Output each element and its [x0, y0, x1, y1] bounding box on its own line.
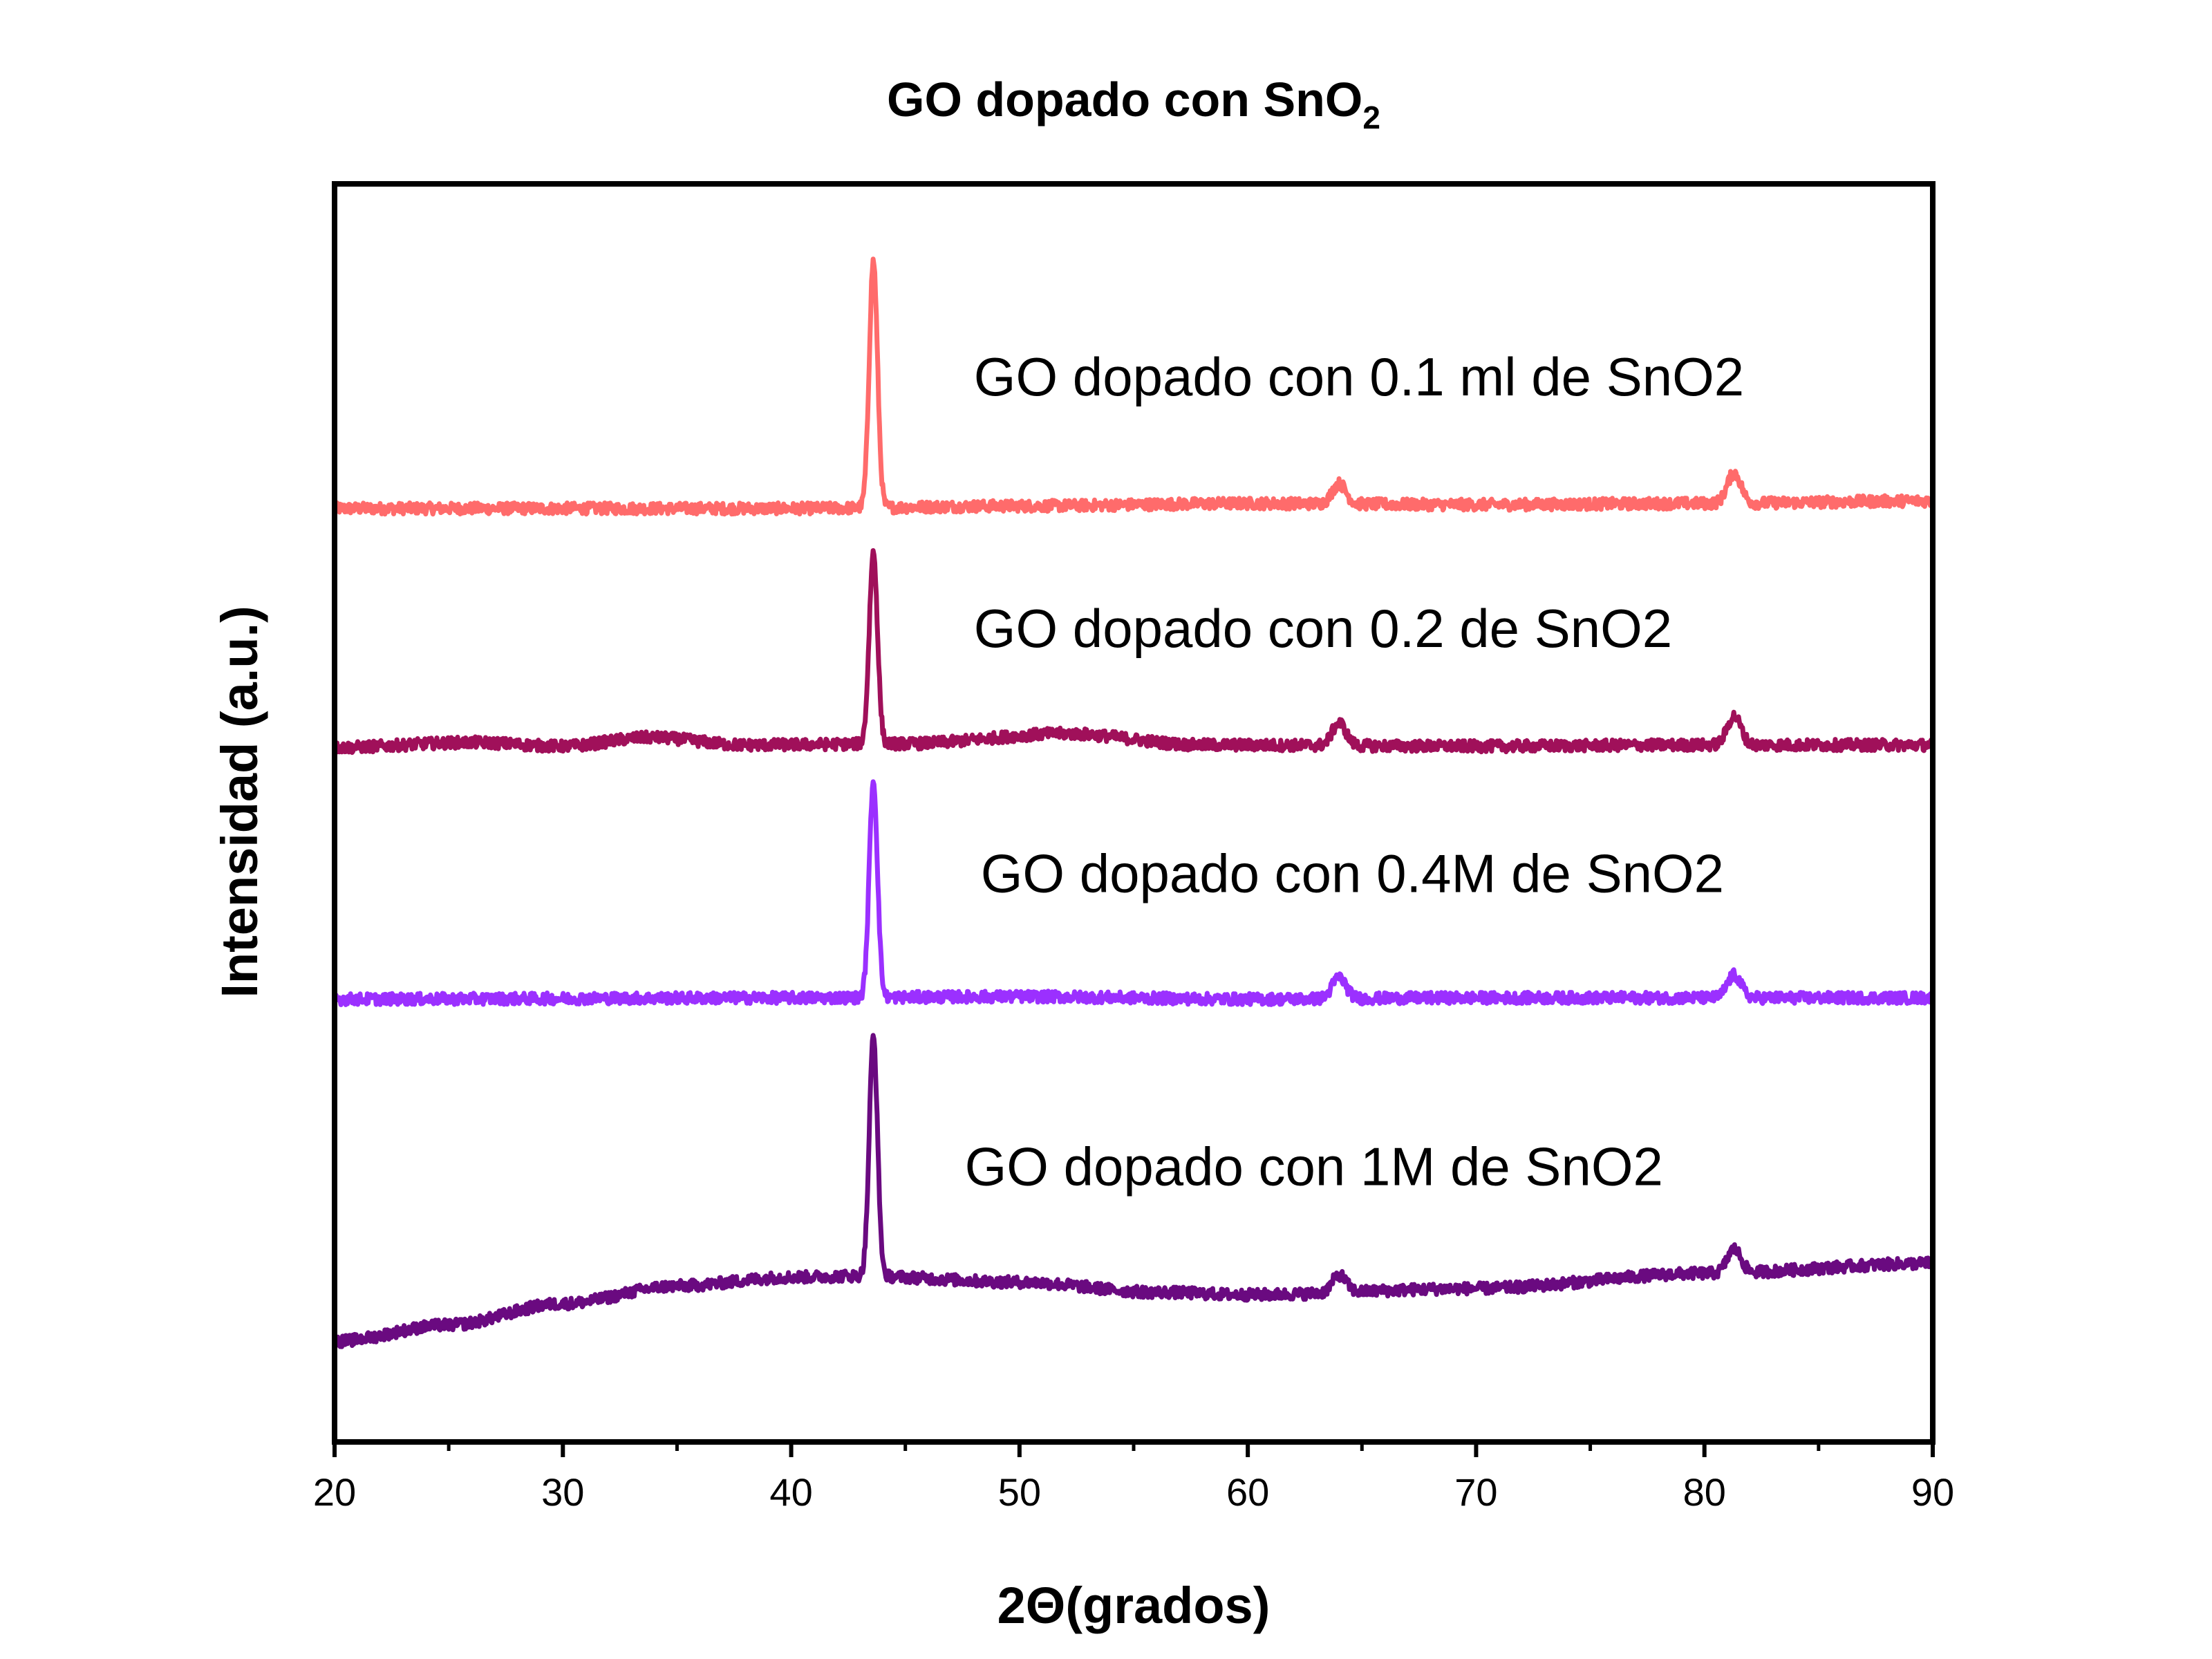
series-label-3: GO dopado con 0.4M de SnO2 — [981, 843, 1724, 904]
x-tick-label: 90 — [1911, 1470, 1954, 1514]
x-tick-label: 50 — [998, 1470, 1041, 1514]
series-line-1 — [332, 256, 1936, 517]
series-line-4 — [332, 1033, 1936, 1349]
x-tick-label: 40 — [769, 1470, 812, 1514]
chart-title: GO dopado con SnO2 — [887, 73, 1380, 135]
x-tick-label: 30 — [541, 1470, 584, 1514]
x-tick-label: 70 — [1454, 1470, 1497, 1514]
x-tick-label: 20 — [313, 1470, 356, 1514]
series-layer — [332, 256, 1936, 1349]
x-tick-label: 60 — [1226, 1470, 1269, 1514]
series-label-1: GO dopado con 0.1 ml de SnO2 — [974, 346, 1744, 407]
chart-title-main: GO dopado con SnO — [887, 73, 1362, 126]
chart-title-subscript: 2 — [1362, 100, 1380, 135]
series-label-2: GO dopado con 0.2 de SnO2 — [974, 598, 1672, 659]
series-line-2 — [332, 548, 1936, 756]
series-line-3 — [332, 779, 1936, 1007]
x-axis-title: 2Θ(grados) — [997, 1577, 1271, 1634]
y-axis-title: Intensidad (a.u.) — [211, 606, 268, 997]
series-label-4: GO dopado con 1M de SnO2 — [965, 1136, 1663, 1197]
series-labels: GO dopado con 0.1 ml de SnO2 GO dopado co… — [965, 346, 1745, 1197]
x-tick-label: 80 — [1683, 1470, 1726, 1514]
x-axis-ticks: 20 30 40 50 60 70 80 90 — [313, 1442, 1954, 1514]
